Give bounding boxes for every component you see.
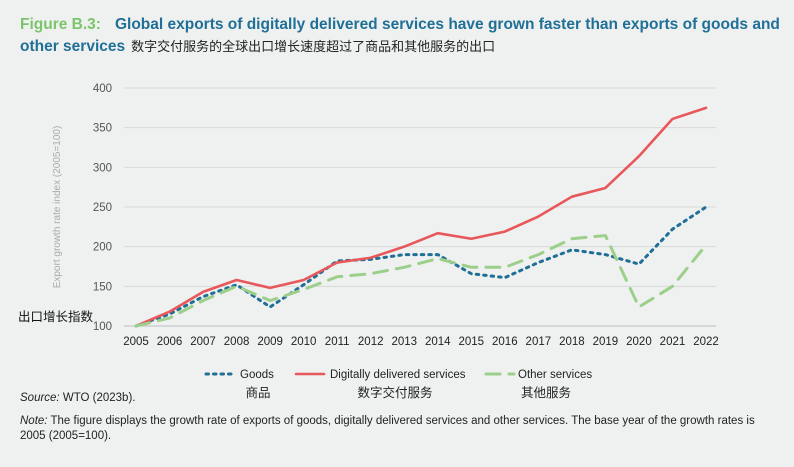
legend-label: Goods xyxy=(240,369,274,381)
y-axis-ticks: 100 150 200 250 300 350 400 xyxy=(93,83,112,333)
legend-label: Other services xyxy=(518,369,592,381)
x-tick-label: 2022 xyxy=(693,336,719,348)
x-tick-label: 2007 xyxy=(190,336,216,348)
x-tick-label: 2015 xyxy=(458,336,484,348)
legend: Goods 商品 Digitally delivered services 数字交付服… xyxy=(204,369,592,400)
x-tick-label: 2018 xyxy=(559,336,585,348)
x-tick-label: 2005 xyxy=(123,336,149,348)
y-tick-label: 300 xyxy=(93,162,112,174)
x-axis-ticks: 2005 2006 2007 2008 2009 2010 2011 2012 2013 2014… xyxy=(123,336,719,348)
figure-title: Global exports of digitally delivered se… xyxy=(20,16,780,55)
note-label: Note: xyxy=(20,415,48,427)
legend-label-cn: 其他服务 xyxy=(521,385,571,400)
gridlines xyxy=(124,87,716,327)
source-line: Source: WTO (2023b). xyxy=(20,392,135,404)
x-tick-label: 2016 xyxy=(492,336,518,348)
y-tick-label: 200 xyxy=(93,242,112,254)
y-tick-label: 100 xyxy=(93,321,112,333)
x-tick-label: 2009 xyxy=(257,336,283,348)
y-tick-label: 400 xyxy=(93,83,112,95)
y-axis-annotation-cn: 出口增长指数 xyxy=(18,309,94,324)
legend-label-cn: 商品 xyxy=(245,385,270,400)
series-line-1 xyxy=(134,106,708,328)
x-tick-label: 2013 xyxy=(391,336,417,348)
note-line: Note: The figure displays the growth rat… xyxy=(20,414,780,444)
x-tick-label: 2011 xyxy=(325,336,350,348)
x-tick-label: 2006 xyxy=(157,336,183,348)
x-tick-label: 2010 xyxy=(291,336,317,348)
x-tick-label: 2021 xyxy=(660,336,686,348)
x-tick-label: 2017 xyxy=(526,336,552,348)
figure-label: Figure B.3: xyxy=(20,16,101,33)
y-axis-title: Export growth rate index (2005=100) xyxy=(52,126,63,289)
y-tick-label: 250 xyxy=(93,202,112,214)
y-tick-label: 350 xyxy=(93,123,112,135)
series-line-2 xyxy=(134,234,708,328)
x-tick-label: 2012 xyxy=(358,336,384,348)
x-tick-label: 2014 xyxy=(425,336,451,348)
x-tick-label: 2019 xyxy=(593,336,619,348)
source-label: Source: xyxy=(20,392,60,404)
note-text: The figure displays the growth rate of e… xyxy=(20,415,755,442)
legend-label-cn: 数字交付服务 xyxy=(357,385,432,400)
figure-subtitle-cn: 数字交付服务的全球出口增长速度超过了商品和其他服务的出口 xyxy=(131,40,496,55)
figure-header: Figure B.3: Global exports of digitally d… xyxy=(20,14,780,59)
source-text: WTO (2023b). xyxy=(59,392,136,404)
x-tick-label: 2008 xyxy=(224,336,250,348)
legend-label: Digitally delivered services xyxy=(330,369,466,381)
series-lines xyxy=(134,106,708,328)
series-line-0 xyxy=(134,205,708,328)
x-tick-label: 2020 xyxy=(626,336,652,348)
y-tick-label: 150 xyxy=(93,281,112,293)
